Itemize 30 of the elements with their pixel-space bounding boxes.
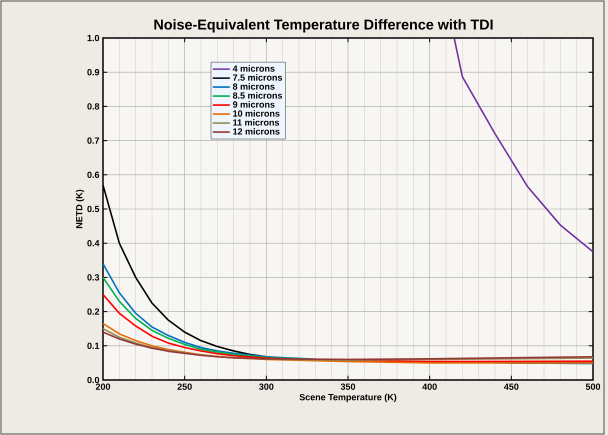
legend-label: 12 microns: [233, 128, 280, 135]
legend-label: 9 microns: [232, 101, 275, 108]
y-tick-label: 0.5: [87, 206, 100, 212]
y-tick-label: 0.0: [87, 376, 100, 384]
x-tick-label: 450: [504, 384, 518, 390]
legend-label: 11 microns: [233, 119, 280, 126]
y-tick-label: 0.4: [87, 240, 100, 246]
legend-label: 8 microns: [232, 83, 275, 90]
legend-label: 10 microns: [233, 110, 280, 117]
y-tick-label: 0.8: [87, 103, 100, 110]
x-tick-label: 200: [96, 384, 110, 390]
y-tick-label: 1.0: [88, 34, 100, 42]
x-tick-label: 350: [340, 384, 356, 390]
y-tick-label: 0.2: [87, 308, 100, 315]
y-tick-label: 0.1: [87, 342, 100, 349]
y-tick-label: 0.9: [87, 69, 100, 76]
legend-label: 4 microns: [232, 65, 275, 72]
x-axis-title: Scene Temperature (K): [300, 394, 396, 402]
chart-title: Noise-Equivalent Temperature Difference with TDI: [154, 19, 493, 32]
y-tick-label: 0.7: [87, 137, 100, 144]
x-tick-label: 300: [259, 384, 274, 390]
y-axis-title: NETD (K): [76, 190, 84, 228]
x-tick-label: 500: [586, 384, 600, 390]
legend-label: 8.5 microns: [232, 92, 282, 99]
x-tick-label: 250: [178, 384, 192, 390]
y-tick-label: 0.3: [87, 274, 100, 281]
legend-label: 7.5 microns: [232, 74, 282, 81]
line-series: [453, 38, 594, 253]
y-tick-label: 0.6: [87, 172, 100, 178]
x-tick-label: 400: [422, 384, 437, 390]
